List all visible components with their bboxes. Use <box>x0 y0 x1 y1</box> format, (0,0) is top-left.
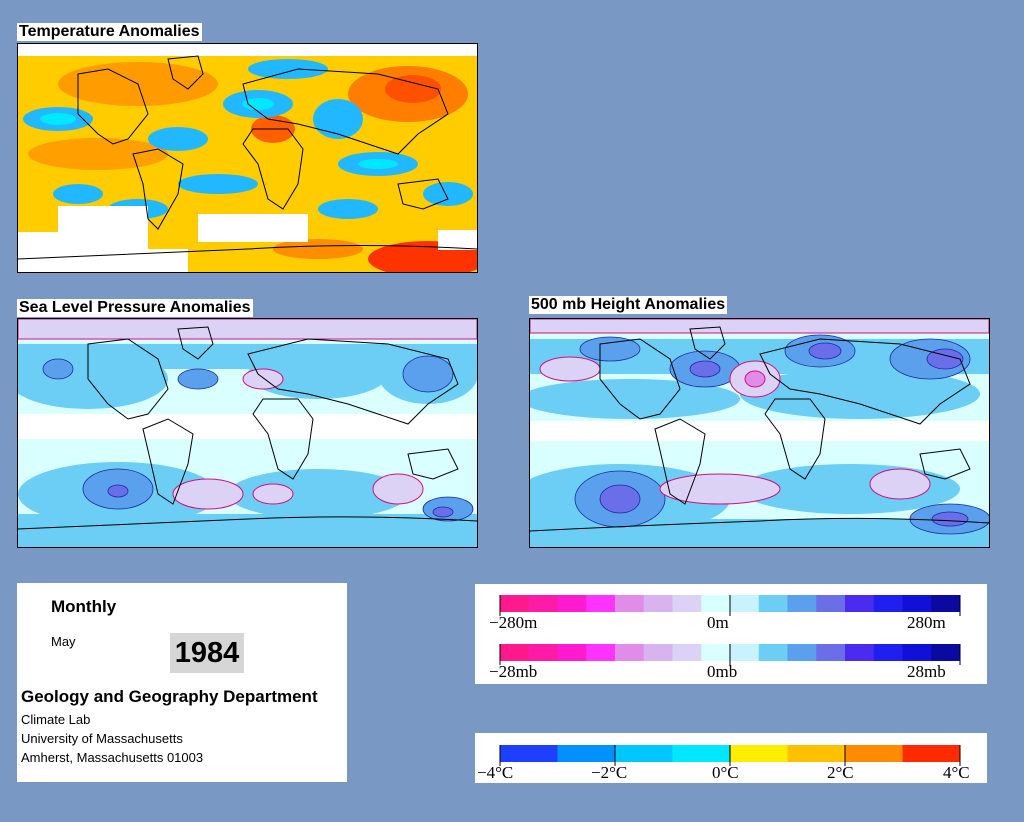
color-swatch <box>902 595 932 612</box>
color-swatch <box>816 644 846 661</box>
height-map-title: 500 mb Height Anomalies <box>529 296 728 314</box>
temperature-color-bar <box>499 745 961 766</box>
color-swatch <box>557 595 587 612</box>
color-swatch <box>586 644 616 661</box>
color-swatch <box>730 644 760 661</box>
address-line: Amherst, Massachusetts 01003 <box>21 750 204 765</box>
color-swatch <box>845 595 875 612</box>
color-swatch <box>701 644 731 661</box>
frequency-label: Monthly <box>51 597 117 616</box>
color-swatch <box>557 745 616 762</box>
slp-map-title: Sea Level Pressure Anomalies <box>17 299 253 317</box>
color-swatch <box>730 745 788 762</box>
color-swatch <box>586 595 616 612</box>
pressure-color-bar <box>499 644 961 665</box>
color-swatch <box>672 745 731 762</box>
month-label: May <box>51 634 76 649</box>
height-min-label: −280m <box>489 613 537 632</box>
color-swatch <box>643 644 673 661</box>
height-max-label: 280m <box>907 613 946 632</box>
color-swatch <box>500 595 530 612</box>
temperature-map-title: Temperature Anomalies <box>17 23 202 41</box>
color-swatch <box>701 595 731 612</box>
temp-label: 0°C <box>712 763 739 782</box>
color-swatch <box>845 644 875 661</box>
address-line: University of Massachusetts <box>21 731 183 746</box>
info-panel: Monthly May 1984 Geology and Geography D… <box>17 583 347 782</box>
color-swatch <box>500 644 530 661</box>
temp-label: 2°C <box>827 763 854 782</box>
pressure-mid-label: 0mb <box>707 662 737 681</box>
temp-label: −4°C <box>477 763 513 782</box>
color-swatch <box>873 595 903 612</box>
height-color-bar <box>499 595 961 616</box>
color-swatch <box>787 644 817 661</box>
color-swatch <box>615 745 673 762</box>
color-swatch <box>615 595 645 612</box>
temperature-anomaly-map <box>17 43 478 273</box>
anomaly-legend: −280m 0m 280m −28mb 0mb 28mb <box>475 584 987 684</box>
color-swatch <box>931 595 961 612</box>
temp-label: −2°C <box>591 763 627 782</box>
color-swatch <box>787 745 846 762</box>
color-swatch <box>816 595 846 612</box>
color-swatch <box>931 644 961 661</box>
color-swatch <box>528 595 558 612</box>
color-swatch <box>873 644 903 661</box>
temperature-legend: −4°C −2°C 0°C 2°C 4°C <box>475 733 987 783</box>
color-swatch <box>845 745 903 762</box>
year-label: 1984 <box>170 633 244 673</box>
temp-label: 4°C <box>943 763 970 782</box>
department-label: Geology and Geography Department <box>21 687 318 706</box>
pressure-min-label: −28mb <box>489 662 537 681</box>
color-swatch <box>787 595 817 612</box>
pressure-max-label: 28mb <box>907 662 946 681</box>
color-swatch <box>902 745 961 762</box>
address-line: Climate Lab <box>21 712 91 727</box>
color-swatch <box>672 644 702 661</box>
sea-level-pressure-anomaly-map <box>17 318 478 548</box>
height-mid-label: 0m <box>707 613 729 632</box>
color-swatch <box>643 595 673 612</box>
color-swatch <box>672 595 702 612</box>
color-swatch <box>615 644 645 661</box>
color-swatch <box>758 644 788 661</box>
color-swatch <box>902 644 932 661</box>
color-swatch <box>758 595 788 612</box>
height-500mb-anomaly-map <box>529 318 990 548</box>
color-swatch <box>730 595 760 612</box>
color-swatch <box>528 644 558 661</box>
color-swatch <box>557 644 587 661</box>
color-swatch <box>500 745 558 762</box>
